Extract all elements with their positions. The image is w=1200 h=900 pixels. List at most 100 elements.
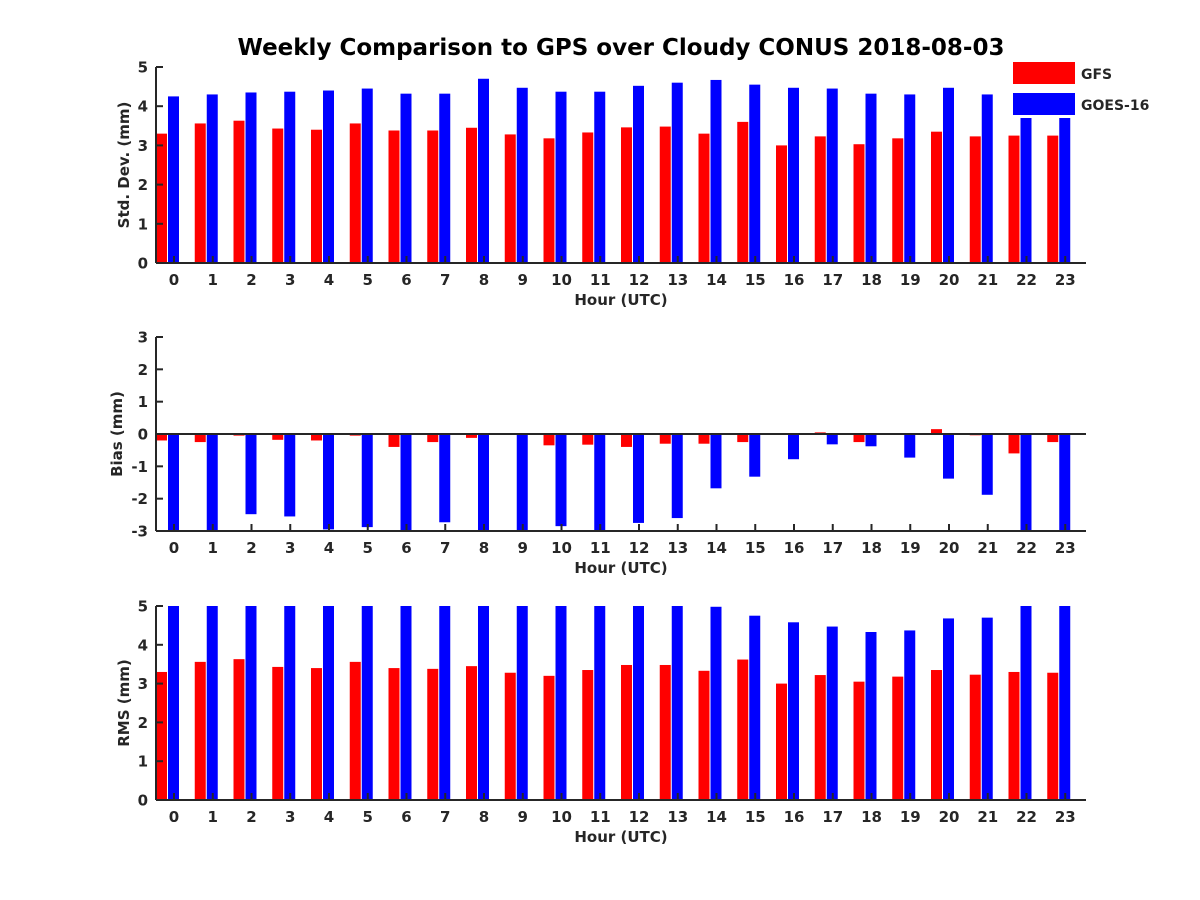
bar-gfs-hour-2	[233, 120, 245, 263]
x-tick-label: 14	[706, 271, 727, 289]
bar-gfs-hour-2	[233, 659, 245, 800]
chart-title: Weekly Comparison to GPS over Cloudy CON…	[238, 35, 1005, 61]
y-tick-label: 0	[138, 792, 148, 810]
bar-gfs-hour-1	[194, 661, 206, 800]
bar-gfs-hour-0	[156, 671, 167, 800]
bar-gfs-hour-19	[892, 676, 904, 800]
x-tick-label: 3	[285, 539, 295, 557]
bar-goes-16-hour-14	[710, 606, 722, 800]
legend-swatch-goes-16	[1013, 93, 1075, 115]
bar-gfs-hour-0	[156, 434, 167, 441]
x-tick-label: 1	[208, 808, 218, 826]
bar-gfs-hour-20	[931, 670, 942, 800]
bar-goes-16-hour-2	[245, 606, 257, 800]
bar-gfs-hour-6	[388, 668, 400, 800]
bar-gfs-hour-8	[466, 666, 477, 800]
x-tick-label: 22	[1016, 271, 1037, 289]
x-tick-label: 5	[363, 808, 373, 826]
x-tick-label: 0	[169, 271, 179, 289]
bar-gfs-hour-3	[272, 434, 284, 440]
bar-gfs-hour-11	[582, 434, 594, 445]
bar-gfs-hour-13	[659, 434, 671, 444]
y-tick-label: 1	[138, 393, 148, 411]
bar-gfs-hour-13	[659, 126, 671, 263]
bar-goes-16-hour-19	[904, 630, 916, 800]
bar-goes-16-hour-1	[206, 94, 218, 263]
bar-goes-16-hour-4	[323, 434, 334, 530]
x-tick-label: 10	[551, 539, 572, 557]
bar-gfs-hour-20	[931, 429, 942, 434]
x-tick-label: 0	[169, 808, 179, 826]
x-axis-label: Hour (UTC)	[574, 291, 667, 309]
bar-goes-16-hour-23	[1059, 110, 1071, 264]
bar-goes-16-hour-8	[478, 78, 489, 263]
bar-goes-16-hour-8	[478, 606, 489, 800]
x-tick-label: 7	[440, 539, 450, 557]
x-tick-label: 4	[324, 808, 334, 826]
bar-gfs-hour-4	[311, 434, 322, 441]
bar-goes-16-hour-7	[439, 606, 451, 800]
x-tick-label: 10	[551, 808, 572, 826]
bar-goes-16-hour-22	[1020, 606, 1032, 800]
bar-gfs-hour-16	[776, 145, 787, 263]
bar-gfs-hour-10	[543, 434, 555, 446]
bar-goes-16-hour-13	[671, 606, 683, 800]
x-tick-label: 18	[861, 808, 882, 826]
bar-gfs-hour-22	[1008, 434, 1020, 454]
y-tick-label: 2	[138, 714, 148, 732]
bar-gfs-hour-23	[1047, 672, 1059, 800]
y-tick-label: 1	[138, 215, 148, 233]
bar-gfs-hour-5	[349, 661, 361, 800]
bar-goes-16-hour-6	[400, 93, 412, 263]
x-tick-label: 19	[900, 808, 921, 826]
y-tick-label: -3	[131, 523, 148, 541]
y-tick-label: 3	[138, 329, 148, 347]
x-tick-label: 0	[169, 539, 179, 557]
x-tick-label: 6	[401, 539, 411, 557]
bar-gfs-hour-6	[388, 434, 400, 447]
bar-gfs-hour-10	[543, 138, 555, 263]
y-axis-label: RMS (mm)	[115, 659, 133, 746]
x-tick-label: 20	[939, 271, 960, 289]
bar-goes-16-hour-6	[400, 606, 412, 800]
x-tick-label: 14	[706, 539, 727, 557]
bar-gfs-hour-18	[853, 434, 865, 443]
bar-goes-16-hour-13	[671, 82, 683, 264]
y-tick-label: 3	[138, 137, 148, 155]
x-tick-label: 22	[1016, 539, 1037, 557]
bar-gfs-hour-12	[621, 127, 632, 264]
bar-goes-16-hour-12	[633, 434, 644, 523]
bar-goes-16-hour-10	[555, 434, 567, 527]
x-tick-label: 15	[745, 808, 766, 826]
bar-gfs-hour-0	[156, 133, 167, 263]
x-tick-label: 7	[440, 271, 450, 289]
x-tick-label: 13	[667, 539, 688, 557]
bar-goes-16-hour-18	[865, 93, 877, 263]
x-tick-label: 9	[518, 808, 528, 826]
bar-gfs-hour-1	[194, 434, 206, 443]
bar-goes-16-hour-23	[1059, 434, 1071, 531]
bar-goes-16-hour-10	[555, 606, 567, 800]
x-tick-label: 9	[518, 271, 528, 289]
bar-gfs-hour-22	[1008, 135, 1020, 263]
x-tick-label: 23	[1055, 808, 1076, 826]
x-tick-label: 20	[939, 808, 960, 826]
x-tick-label: 23	[1055, 271, 1076, 289]
x-tick-label: 8	[479, 539, 489, 557]
bar-gfs-hour-12	[621, 664, 632, 800]
x-tick-label: 15	[745, 271, 766, 289]
bar-goes-16-hour-9	[516, 87, 528, 263]
bar-goes-16-hour-13	[671, 434, 683, 519]
y-axis-label: Bias (mm)	[108, 391, 126, 477]
x-tick-label: 1	[208, 271, 218, 289]
x-tick-label: 2	[246, 539, 256, 557]
x-tick-label: 13	[667, 271, 688, 289]
bar-gfs-hour-7	[427, 130, 439, 263]
bar-goes-16-hour-19	[904, 94, 916, 263]
x-tick-label: 6	[401, 808, 411, 826]
bar-goes-16-hour-16	[788, 622, 799, 800]
bar-goes-16-hour-7	[439, 93, 451, 263]
bar-gfs-hour-16	[776, 683, 787, 800]
bar-gfs-hour-17	[814, 675, 826, 800]
